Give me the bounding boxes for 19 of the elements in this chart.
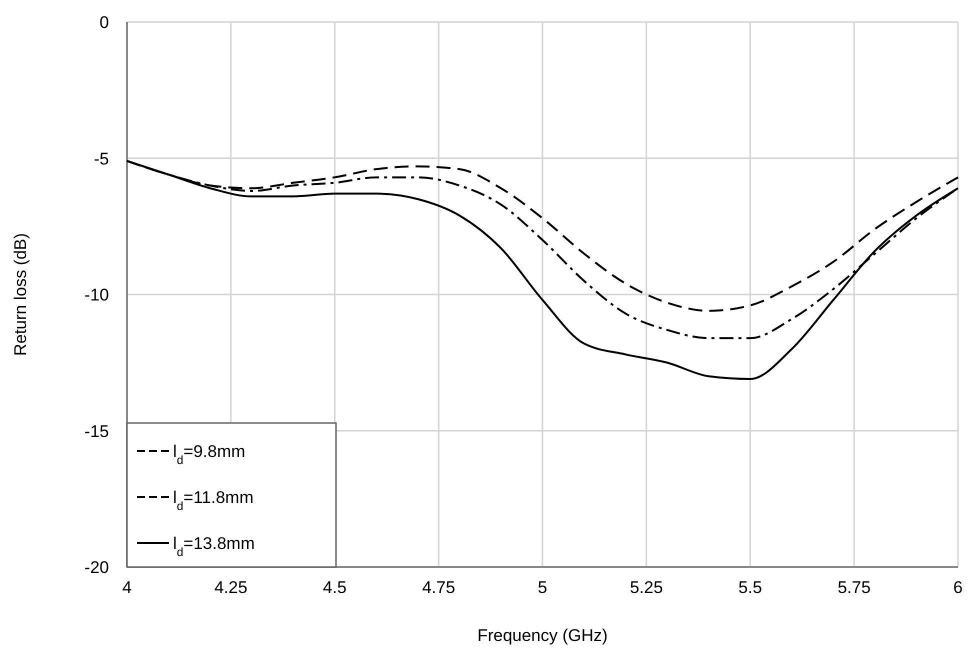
y-tick-label: -10 [84,286,109,304]
x-tick-label: 4.25 [214,578,248,597]
y-tick-label: -15 [84,422,109,441]
x-tick-label: 4.5 [322,578,347,597]
x-tick-label: 5 [538,578,548,597]
y-tick-label: -20 [84,558,109,577]
y-tick-label: 0 [100,13,109,32]
legend-label: l$_{d}$=13.8mm [173,534,255,559]
x-tick-label: 5.5 [738,578,762,597]
x-tick-label: 5.25 [630,578,663,597]
x-tick-label: 4 [122,578,132,597]
legend-label: l$_{d}$=9.8mm [173,442,246,467]
x-axis-title: Frequency (GHz) [477,626,608,645]
x-tick-label: 6 [953,578,963,597]
y-tick-label: -5 [94,149,109,168]
y-axis-title: Return loss (dB) [11,233,30,356]
x-tick-label: 5.75 [838,578,871,597]
x-tick-label: 4.75 [422,578,456,597]
legend-label: l$_{d}$=11.8mm [173,488,254,513]
